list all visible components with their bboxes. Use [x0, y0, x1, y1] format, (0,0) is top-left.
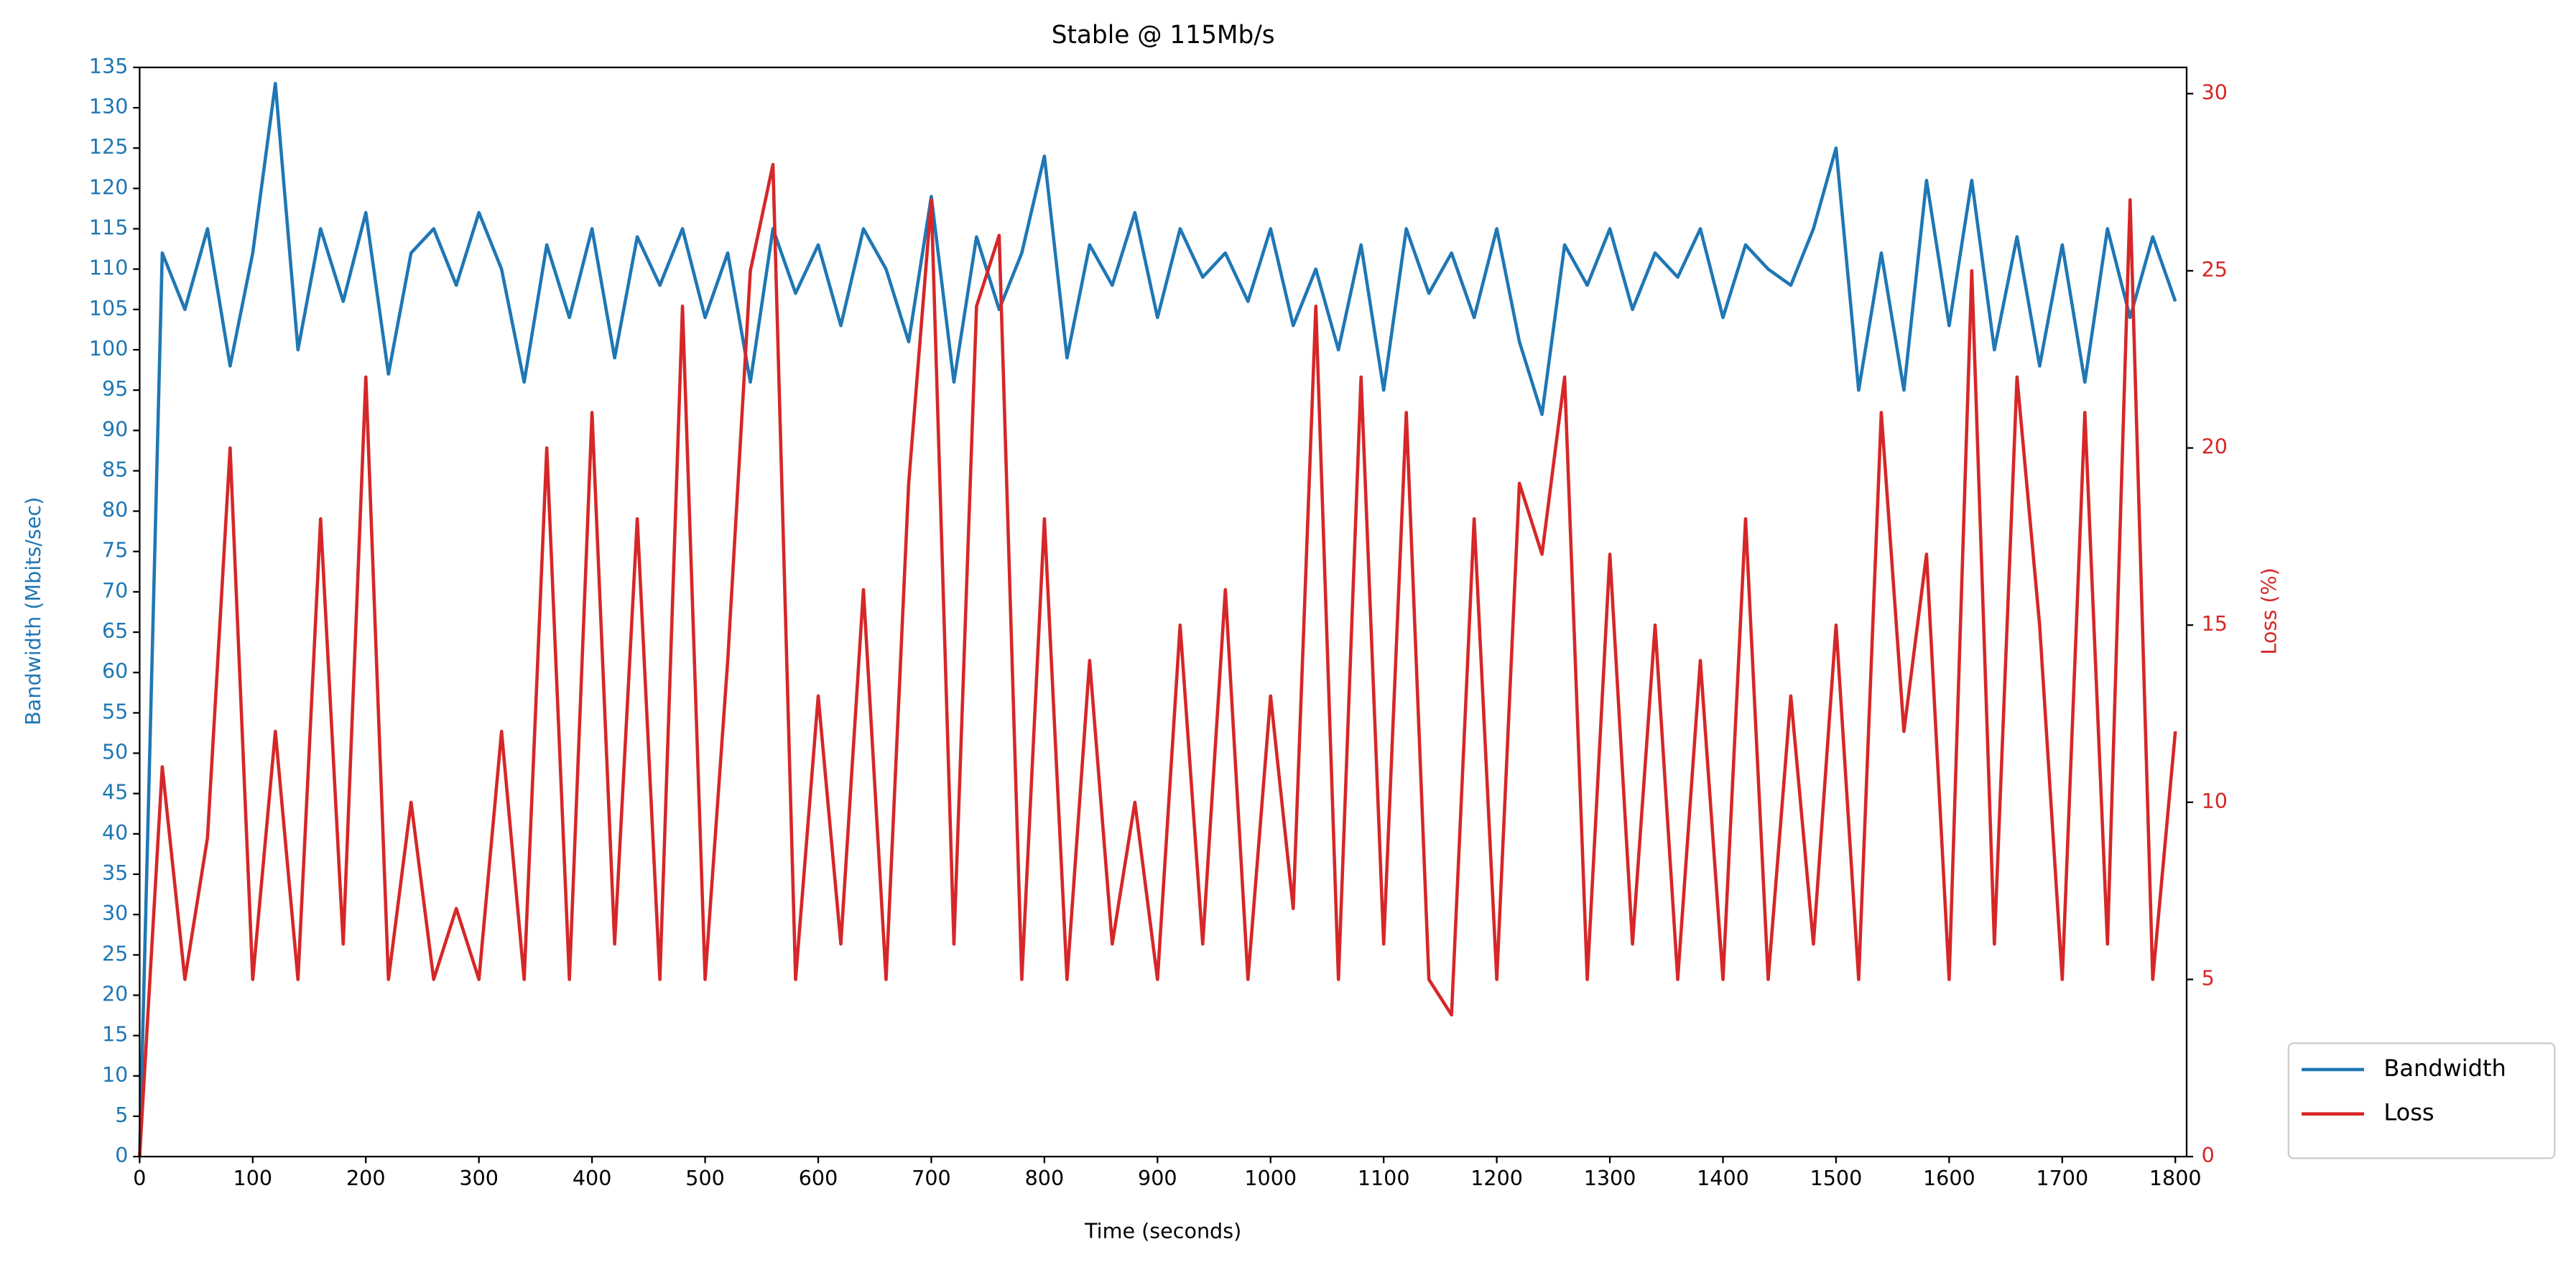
legend-label: Loss — [2383, 1099, 2434, 1126]
plot-frame — [139, 66, 2188, 1158]
x-tick-label: 1800 — [2149, 1166, 2202, 1190]
y-tick-label: 10 — [102, 1062, 128, 1087]
y2-axis-label: Loss (%) — [2257, 567, 2281, 654]
y-tick-label: 90 — [102, 417, 128, 441]
y2-tick-label: 25 — [2202, 257, 2228, 282]
y-tick-label: 30 — [102, 901, 128, 925]
data-line — [138, 82, 2177, 1157]
x-tick-label: 1500 — [1810, 1166, 1863, 1190]
chart-title: Stable @ 115Mb/s — [1052, 21, 1275, 50]
x-tick-label: 1400 — [1697, 1166, 1749, 1190]
y-tick-label: 55 — [102, 699, 128, 723]
x-tick-label: 0 — [133, 1166, 146, 1190]
y2-tick-label: 30 — [2202, 80, 2228, 104]
y-tick-label: 100 — [89, 336, 129, 361]
x-tick-label: 500 — [685, 1166, 725, 1190]
y2-tick-label: 10 — [2202, 789, 2228, 813]
y-tick-label: 60 — [102, 659, 128, 683]
y-tick-label: 50 — [102, 740, 128, 764]
y-tick-label: 70 — [102, 578, 128, 603]
y-tick-label: 25 — [102, 941, 128, 965]
y-tick-label: 45 — [102, 780, 128, 805]
y-tick-label: 40 — [102, 820, 128, 845]
y2-tick-label: 5 — [2202, 965, 2215, 990]
x-tick-label: 400 — [573, 1166, 612, 1190]
y2-tick-label: 0 — [2202, 1143, 2215, 1167]
y-tick-label: 75 — [102, 538, 128, 562]
x-tick-label: 700 — [912, 1166, 951, 1190]
y-tick-label: 35 — [102, 861, 128, 885]
y-tick-label: 15 — [102, 1022, 128, 1047]
x-tick-label: 800 — [1025, 1166, 1065, 1190]
x-axis-label: Time (seconds) — [1084, 1218, 1241, 1243]
x-tick-label: 1100 — [1358, 1166, 1410, 1190]
y-tick-label: 120 — [89, 175, 129, 199]
y-tick-label: 80 — [102, 498, 128, 522]
y2-tick-label: 15 — [2202, 611, 2228, 636]
x-tick-label: 1000 — [1244, 1166, 1297, 1190]
y2-tick-label: 20 — [2202, 435, 2228, 459]
x-tick-label: 300 — [459, 1166, 499, 1190]
x-tick-label: 1600 — [1923, 1166, 1975, 1190]
legend-frame — [2287, 1042, 2556, 1159]
y-tick-label: 95 — [102, 376, 128, 401]
data-line — [138, 162, 2177, 1157]
x-tick-label: 1200 — [1470, 1166, 1523, 1190]
y-tick-label: 115 — [89, 215, 129, 239]
x-tick-label: 200 — [346, 1166, 386, 1190]
y-tick-label: 130 — [89, 94, 129, 119]
y-tick-label: 65 — [102, 618, 128, 643]
y-axis-label: Bandwidth (Mbits/sec) — [21, 497, 45, 726]
y-tick-label: 20 — [102, 981, 128, 1006]
y-tick-label: 135 — [89, 54, 129, 78]
x-tick-label: 1700 — [2036, 1166, 2088, 1190]
x-tick-label: 600 — [799, 1166, 838, 1190]
x-tick-label: 100 — [233, 1166, 273, 1190]
y-tick-label: 105 — [89, 296, 129, 320]
y-tick-label: 5 — [115, 1103, 128, 1127]
legend: Bandwidth Loss — [2287, 1042, 2556, 1159]
y-tick-label: 0 — [115, 1143, 128, 1167]
y-tick-label: 110 — [89, 256, 129, 280]
x-tick-label: 900 — [1138, 1166, 1177, 1190]
x-tick-label: 1300 — [1584, 1166, 1636, 1190]
y-tick-label: 85 — [102, 457, 128, 481]
y-tick-label: 125 — [89, 134, 129, 159]
legend-label: Bandwidth — [2383, 1055, 2506, 1082]
